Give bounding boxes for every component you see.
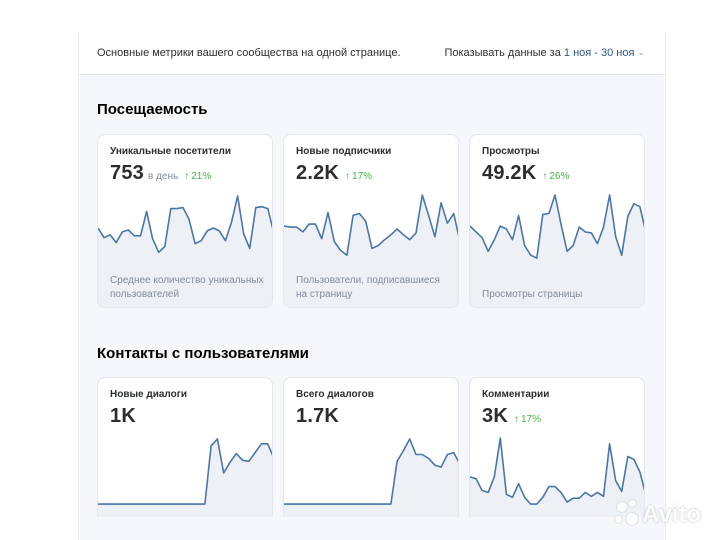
panel-header: Основные метрики вашего сообщества на од… (79, 33, 665, 75)
arrow-up-icon: ↑ (345, 171, 351, 182)
card-value: 1K (110, 405, 136, 428)
sparkline-chart (470, 437, 644, 508)
metric-value: 753 (110, 162, 144, 184)
card-description: Среднее количество уникальных пользовате… (110, 275, 264, 300)
card-value: 3K ↑ 17% (482, 405, 541, 428)
card-title: Новые диалоги (110, 389, 188, 400)
arrow-up-icon: ↑ (513, 414, 519, 425)
metric-value: 49.2K (482, 162, 537, 184)
delta-value: 21% (191, 171, 212, 182)
section-title-contacts: Контакты с пользователями (97, 345, 309, 362)
sparkline-chart (98, 438, 272, 508)
arrow-up-icon: ↑ (184, 171, 190, 182)
delta-badge: ↑ 21% (184, 171, 211, 182)
sparkline-chart (284, 438, 458, 508)
card-value: 2.2K ↑ 17% (296, 162, 372, 185)
metric-value: 1.7K (296, 405, 340, 427)
card-comments[interactable]: Комментарии 3K ↑ 17% (469, 377, 645, 517)
page-subtitle: Основные метрики вашего сообщества на од… (97, 47, 401, 59)
section-title-traffic: Посещаемость (97, 101, 208, 118)
sparkline-chart (470, 194, 644, 265)
arrow-up-icon: ↑ (542, 171, 548, 182)
card-title: Новые подписчики (296, 146, 392, 157)
card-title: Уникальные посетители (110, 146, 232, 157)
card-new-dialogs[interactable]: Новые диалоги 1K (97, 377, 273, 517)
card-new-subscribers[interactable]: Новые подписчики 2.2K ↑ 17% Пользователи, … (283, 134, 459, 308)
avito-watermark: Avito (612, 497, 720, 537)
card-title: Комментарии (482, 389, 550, 400)
card-page-views[interactable]: Просмотры 49.2K ↑ 26% Просмотры страницы (469, 134, 645, 308)
chevron-down-icon[interactable]: ⌄ (637, 47, 645, 57)
delta-badge: ↑ 17% (514, 414, 541, 425)
sparkline-chart (98, 195, 272, 265)
card-unique-visitors[interactable]: Уникальные посетители 753 в день ↑ 21% Сред… (97, 134, 273, 308)
card-description: Просмотры страницы (482, 289, 583, 300)
delta-badge: ↑ 26% (542, 171, 569, 182)
card-value: 753 в день ↑ 21% (110, 162, 211, 185)
watermark-text: Avito (642, 501, 702, 528)
metric-value: 3K (482, 405, 508, 427)
period-label: Показывать данные за (444, 47, 564, 59)
delta-value: 17% (352, 171, 373, 182)
metric-value: 2.2K (296, 162, 340, 184)
period-selector[interactable]: Показывать данные за 1 ноя - 30 ноя ⌄ (444, 47, 645, 59)
delta-value: 26% (549, 171, 570, 182)
card-value: 1.7K (296, 405, 339, 428)
delta-badge: ↑ 17% (345, 171, 372, 182)
delta-value: 17% (520, 414, 541, 425)
metric-unit: в день (147, 171, 179, 182)
card-title: Всего диалогов (296, 389, 374, 400)
metric-value: 1K (110, 405, 136, 427)
card-total-dialogs[interactable]: Всего диалогов 1.7K (283, 377, 459, 517)
card-description: Пользователи, подписавшиеся на страницу (296, 275, 440, 300)
card-title: Просмотры (482, 146, 540, 157)
sparkline-chart (284, 194, 458, 265)
card-value: 49.2K ↑ 26% (482, 162, 569, 185)
stats-panel: Основные метрики вашего сообщества на од… (78, 33, 666, 540)
period-range-link[interactable]: 1 ноя - 30 ноя (563, 47, 635, 59)
